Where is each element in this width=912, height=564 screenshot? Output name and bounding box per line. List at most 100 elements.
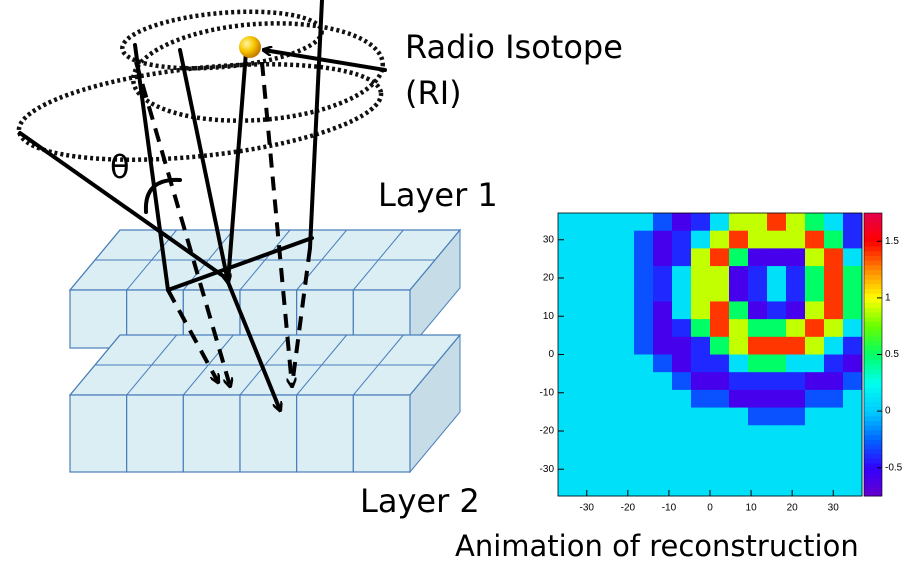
heatmap-cell (786, 355, 806, 373)
heatmap-cell (843, 355, 863, 373)
colorbar-tick-label: 0.5 (885, 349, 899, 360)
heatmap-cell (843, 301, 863, 319)
heatmap-cell (691, 284, 711, 302)
heatmap-cell (596, 355, 616, 373)
colorbar-step (864, 317, 882, 322)
colorbar-step (864, 274, 882, 279)
heatmap-cell (843, 337, 863, 355)
colorbar-step (864, 388, 882, 393)
heatmap-cell (805, 408, 825, 426)
heatmap-cell (577, 425, 597, 443)
heatmap-cell (805, 213, 825, 231)
cell (353, 395, 410, 472)
colorbar-step (864, 425, 882, 430)
heatmap-cell (615, 355, 635, 373)
heatmap-cell (577, 213, 597, 231)
colorbar-tick-label: -0.5 (885, 462, 903, 473)
heatmap-cell (577, 231, 597, 249)
heatmap-cell (729, 337, 749, 355)
colorbar-step (864, 444, 882, 449)
heatmap-cell (748, 248, 768, 266)
heatmap-cell (710, 337, 730, 355)
heatmap-cell (843, 266, 863, 284)
heatmap-cell (729, 301, 749, 319)
colorbar-step (864, 468, 882, 473)
heatmap-cell (634, 372, 654, 390)
heatmap-cell (748, 284, 768, 302)
heatmap-cell (805, 372, 825, 390)
heatmap-cell (710, 213, 730, 231)
heatmap-cell (653, 231, 673, 249)
heatmap-cell (767, 301, 787, 319)
heatmap-cell (710, 248, 730, 266)
heatmap-cell (843, 231, 863, 249)
heatmap-cell (767, 390, 787, 408)
heatmap-cell (729, 319, 749, 337)
heatmap-cell (615, 443, 635, 461)
colorbar-step (864, 340, 882, 345)
heatmap-cell (577, 337, 597, 355)
colorbar-step (864, 222, 882, 227)
colorbar-step (864, 312, 882, 317)
y-tick-label: -20 (540, 426, 555, 437)
heatmap-cell (805, 266, 825, 284)
heatmap-cell (748, 390, 768, 408)
x-tick-label: -20 (621, 503, 636, 514)
heatmap-cell (691, 231, 711, 249)
heatmap-cell (615, 478, 635, 496)
heatmap-cell (729, 443, 749, 461)
heatmap-cell (596, 425, 616, 443)
cell (70, 395, 127, 472)
heatmap-cell (729, 425, 749, 443)
heatmap-cell (767, 231, 787, 249)
heatmap-cell (786, 390, 806, 408)
heatmap-cell (672, 213, 692, 231)
heatmap-cell (691, 408, 711, 426)
heatmap-cell (653, 284, 673, 302)
heatmap-cell (729, 461, 749, 479)
heatmap-cell (634, 390, 654, 408)
heatmap-cell (596, 248, 616, 266)
heatmap-cell (577, 461, 597, 479)
heatmap-cell (805, 478, 825, 496)
heatmap: -30-20-1001020303020100-10-20-301.510.50… (540, 213, 903, 514)
heatmap-cell (577, 284, 597, 302)
colorbar-step (864, 303, 882, 308)
colorbar-step (864, 227, 882, 232)
heatmap-cell (653, 266, 673, 284)
heatmap-cell (824, 284, 844, 302)
colorbar-step (864, 378, 882, 383)
heatmap-cell (786, 461, 806, 479)
heatmap-cell (805, 248, 825, 266)
track (264, 50, 385, 70)
angle-label: θ (110, 148, 130, 186)
colorbar-step (864, 383, 882, 388)
heatmap-cell (786, 266, 806, 284)
track (310, 0, 322, 248)
heatmap-cell (805, 355, 825, 373)
y-tick-label: 20 (543, 273, 555, 284)
heatmap-cell (672, 425, 692, 443)
heatmap-cell (615, 284, 635, 302)
cell (183, 395, 240, 472)
heatmap-cell (634, 248, 654, 266)
colorbar-step (864, 449, 882, 454)
heatmap-cell (672, 355, 692, 373)
heatmap-cell (634, 301, 654, 319)
heatmap-cell (653, 408, 673, 426)
heatmap-cell (672, 461, 692, 479)
colorbar-step (864, 246, 882, 251)
heatmap-cell (672, 231, 692, 249)
heatmap-cell (843, 478, 863, 496)
heatmap-cell (805, 319, 825, 337)
heatmap-cell (672, 284, 692, 302)
heatmap-cell (672, 408, 692, 426)
heatmap-cell (558, 266, 578, 284)
heatmap-cell (596, 478, 616, 496)
heatmap-cell (691, 478, 711, 496)
heatmap-cell (786, 337, 806, 355)
heatmap-cell (634, 408, 654, 426)
heatmap-cell (729, 284, 749, 302)
colorbar-tick-label: 1.5 (885, 236, 899, 247)
heatmap-cell (691, 213, 711, 231)
